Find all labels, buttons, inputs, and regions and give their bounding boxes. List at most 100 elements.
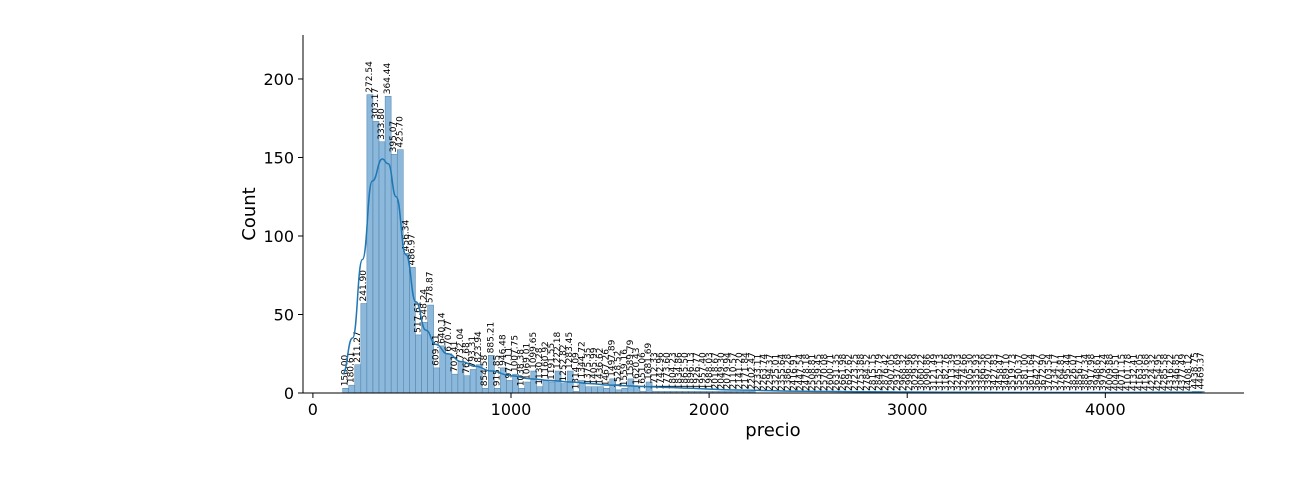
histogram-bar [342,388,349,394]
histogram-bar [494,388,501,394]
histogram-bar [621,388,629,394]
bar-value-label: 1528.52 [614,351,624,388]
bar-value-label: 3887.34 [1081,354,1091,391]
bar-value-label: 1099.65 [529,332,539,369]
bar-value-label: 1559.16 [620,349,630,386]
bar-value-label: 3152.13 [935,354,945,391]
histogram-bar [451,373,459,394]
histogram-bar [372,121,380,394]
bar-value-label: 2907.05 [887,354,897,391]
bar-value-label: 2845.79 [875,354,885,391]
bar-value-label: 3948.61 [1093,354,1103,391]
bar-value-label: 1712.33 [650,352,660,389]
histogram-bar [403,253,410,394]
bar-value-label: 2478.18 [802,354,812,391]
bar-value-label: 3090.86 [923,354,933,391]
bar-value-label: 2815.15 [869,354,879,391]
bar-value-label: 2355.64 [778,354,788,391]
bar-value-label: 1038.38 [517,349,527,386]
bar-value-label: 2447.54 [796,354,806,391]
bar-value-label: 1314.09 [571,352,581,389]
bar-value-label: 1926.77 [693,352,703,389]
bar-value-label: 180.61 [347,352,357,384]
histogram-bars [342,94,1205,394]
histogram-bar [585,386,592,394]
bar-value-label: 609.51 [432,334,442,366]
histogram-bar [396,149,404,394]
bar-value-label: 4040.51 [1111,354,1121,391]
bar-value-label: 3826.07 [1069,354,1079,391]
bar-value-label: 3519.73 [1008,354,1018,391]
bar-value-label: 4193.68 [1142,354,1152,391]
bar-value-label: 1375.35 [583,348,593,385]
bar-value-label: 3335.93 [972,354,982,391]
bar-value-label: 4254.95 [1154,354,1164,391]
bar-value-label: 793.31 [468,336,478,368]
bar-value-label: 915.85 [492,355,502,387]
bar-value-label: 1957.40 [699,352,709,389]
bar-value-label: 1681.69 [644,343,654,380]
bar-value-label: 1130.28 [535,347,545,384]
bar-value-label: 2171.84 [741,352,751,389]
bar-value-label: 3795.44 [1063,354,1073,391]
bar-value-label: 2600.71 [826,354,836,391]
bar-value-label: 2233.11 [753,354,763,391]
bar-value-label: 2325.01 [772,354,782,391]
bar-value-label: 1497.89 [608,339,618,376]
bar-value-label: 1191.55 [547,343,557,380]
bar-value-labels: 150.00180.61211.27241.90272.54303.17333.… [341,61,1207,391]
bar-value-label: 1222.18 [553,332,563,369]
y-tick-label: 200 [263,70,294,89]
bar-value-label: 3213.39 [948,354,958,391]
bar-value-label: 3427.83 [990,354,1000,391]
bar-value-label: 2079.94 [723,352,733,389]
bar-value-label: 4469.37 [1196,352,1206,389]
bar-value-label: 2508.81 [808,354,818,391]
bar-value-label: 2539.45 [814,354,824,391]
histogram-bar [378,141,386,394]
bar-value-label: 3734.17 [1051,354,1061,391]
bar-value-label: 3550.37 [1014,354,1024,391]
bar-value-label: 2784.52 [863,354,873,391]
bar-value-label: 2110.57 [729,352,739,389]
histogram-bar [597,386,604,394]
bar-value-label: 1834.86 [674,352,684,389]
histogram-bar [560,383,568,394]
bar-value-label: 1467.26 [602,349,612,386]
bar-value-label: 1283.45 [565,332,575,369]
y-tick-label: 100 [263,227,294,246]
x-tick-label: 0 [308,400,318,419]
histogram-bar [506,380,513,394]
bar-value-label: 2968.32 [899,354,909,391]
bar-value-label: 548.24 [420,289,430,321]
bar-value-label: 640.14 [438,312,448,344]
bar-value-label: 823.94 [474,331,484,363]
bar-value-label: 1620.43 [632,348,642,385]
histogram-bar [591,386,598,394]
bar-value-label: 4438.75 [1190,352,1200,389]
bar-value-label: 3611.64 [1026,354,1036,391]
bar-value-label: 4132.41 [1130,354,1140,391]
bar-value-label: 2570.08 [820,354,830,391]
bar-value-label: 3397.20 [984,354,994,391]
bar-value-label: 3979.24 [1099,354,1109,391]
bar-value-label: 762.68 [462,342,472,374]
bar-value-label: 2386.28 [784,354,794,391]
bar-value-label: 4346.85 [1172,354,1182,391]
x-tick-label: 2000 [689,400,730,419]
bar-value-label: 1773.60 [662,352,672,389]
bar-value-label: 3764.81 [1057,354,1067,391]
bar-value-label: 3856.71 [1075,354,1085,391]
y-axis-label: Count [239,187,260,240]
x-axis-label: precio [745,420,800,441]
axes [302,35,1244,394]
bar-value-label: 2202.47 [747,352,757,389]
bar-value-label: 1988.03 [705,352,715,389]
bar-value-label: 2661.98 [838,354,848,391]
bar-value-label: 2753.88 [856,354,866,391]
kde-curve [341,158,1203,394]
histogram-bar [366,94,374,394]
bar-value-label: 946.48 [498,334,508,366]
